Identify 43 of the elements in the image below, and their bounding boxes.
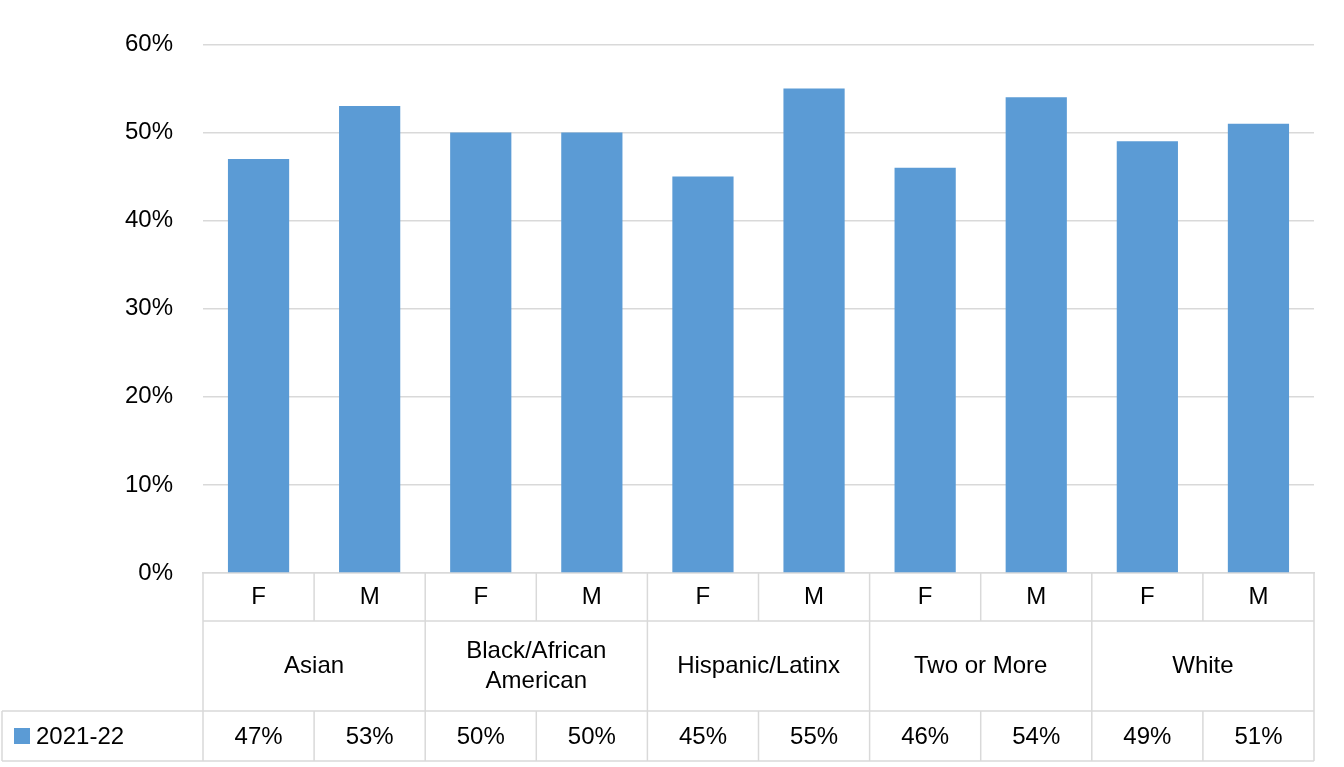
- y-tick-label: 30%: [124, 293, 173, 321]
- x-tick-label: F: [1140, 582, 1155, 610]
- y-tick-label: 10%: [124, 469, 173, 497]
- legend-label: 2021-22: [36, 721, 125, 749]
- data-label: 50%: [567, 721, 616, 749]
- x-tick-label: M: [359, 582, 380, 610]
- text: Asian: [284, 650, 345, 678]
- data-label: 45%: [678, 721, 727, 749]
- bar: [339, 106, 401, 573]
- data-label: 46%: [901, 721, 950, 749]
- data-label: 50%: [456, 721, 505, 749]
- x-tick-label: M: [1248, 582, 1269, 610]
- x-tick-label: F: [251, 582, 266, 610]
- bar: [894, 167, 956, 573]
- data-label: 51%: [1234, 721, 1283, 749]
- x-tick-label: M: [1026, 582, 1047, 610]
- data-label: 54%: [1012, 721, 1061, 749]
- y-tick-label: 60%: [124, 29, 173, 57]
- y-tick-label: 20%: [124, 381, 173, 409]
- data-label: 55%: [790, 721, 839, 749]
- bar: [1227, 123, 1290, 573]
- bar: [450, 132, 512, 573]
- bar: [561, 132, 623, 573]
- bar: [1116, 141, 1178, 573]
- data-label: 49%: [1123, 721, 1172, 749]
- y-tick-label: 0%: [138, 557, 173, 585]
- x-tick-label: M: [581, 582, 602, 610]
- text: Black/African American: [466, 635, 607, 693]
- x-tick-label: F: [473, 582, 489, 610]
- x-tick-label: F: [917, 582, 933, 610]
- y-tick-label: 40%: [124, 205, 173, 233]
- x-tick-label: M: [804, 582, 825, 610]
- text: Hispanic/Latinx: [677, 650, 840, 678]
- data-label: 53%: [345, 721, 394, 749]
- bar: [783, 88, 845, 573]
- bar: [1005, 97, 1067, 573]
- x-tick-label: F: [695, 582, 711, 610]
- bar: [672, 176, 734, 573]
- text: Two or More: [914, 650, 1048, 678]
- y-tick-label: 50%: [124, 117, 173, 145]
- text: White: [1172, 650, 1234, 678]
- data-label: 47%: [234, 721, 283, 749]
- bar: [227, 158, 290, 573]
